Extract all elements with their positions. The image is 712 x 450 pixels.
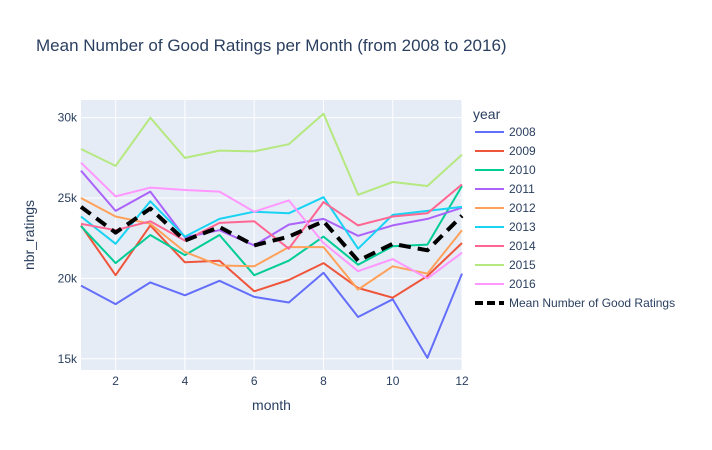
- y-tick-label: 25k: [58, 191, 78, 205]
- x-tick-label: 12: [455, 374, 469, 388]
- y-tick-label: 15k: [58, 352, 78, 366]
- legend-item-2012: 2012: [509, 201, 536, 215]
- series-line-mean-number-of-good-ratings: [79, 205, 464, 263]
- x-axis-label: month: [252, 397, 291, 413]
- series-line-2008: [80, 271, 463, 359]
- legend-item-2009: 2009: [509, 144, 536, 158]
- y-tick-label: 20k: [58, 271, 78, 285]
- chart-title: Mean Number of Good Ratings per Month (f…: [36, 36, 507, 55]
- legend-item-2015: 2015: [509, 258, 536, 272]
- legend-item-2011: 2011: [509, 182, 535, 196]
- legend[interactable]: year 2008 2009 2010 2011 2012 2013 2014 2015 201…: [473, 106, 675, 310]
- legend-title: year: [473, 106, 501, 122]
- x-tick-label: 2: [112, 374, 119, 388]
- grid-lines: [81, 100, 463, 370]
- series-lines: [79, 112, 464, 359]
- y-axis-ticks: 15k 20k 25k 30k: [58, 111, 78, 366]
- series-line-2014: [80, 183, 463, 250]
- x-tick-label: 4: [182, 374, 189, 388]
- y-tick-label: 30k: [58, 111, 78, 125]
- x-tick-label: 10: [386, 374, 400, 388]
- legend-item-2008: 2008: [509, 125, 536, 139]
- x-tick-label: 6: [251, 374, 258, 388]
- legend-item-mean-number-of-good-ratings: Mean Number of Good Ratings: [509, 296, 675, 310]
- series-line-2010: [80, 185, 463, 277]
- series-line-2016: [80, 161, 463, 280]
- legend-item-2016: 2016: [509, 277, 536, 291]
- legend-item-2014: 2014: [509, 239, 536, 253]
- y-axis-label: nbr_ratings: [21, 200, 37, 270]
- series-line-2015: [80, 112, 463, 196]
- legend-item-2013: 2013: [509, 220, 536, 234]
- series-line-2013: [80, 196, 463, 250]
- x-axis-ticks: 2 4 6 8 10 12: [112, 374, 469, 388]
- legend-item-2010: 2010: [509, 163, 536, 177]
- series-line-2009: [80, 224, 463, 299]
- x-tick-label: 8: [320, 374, 327, 388]
